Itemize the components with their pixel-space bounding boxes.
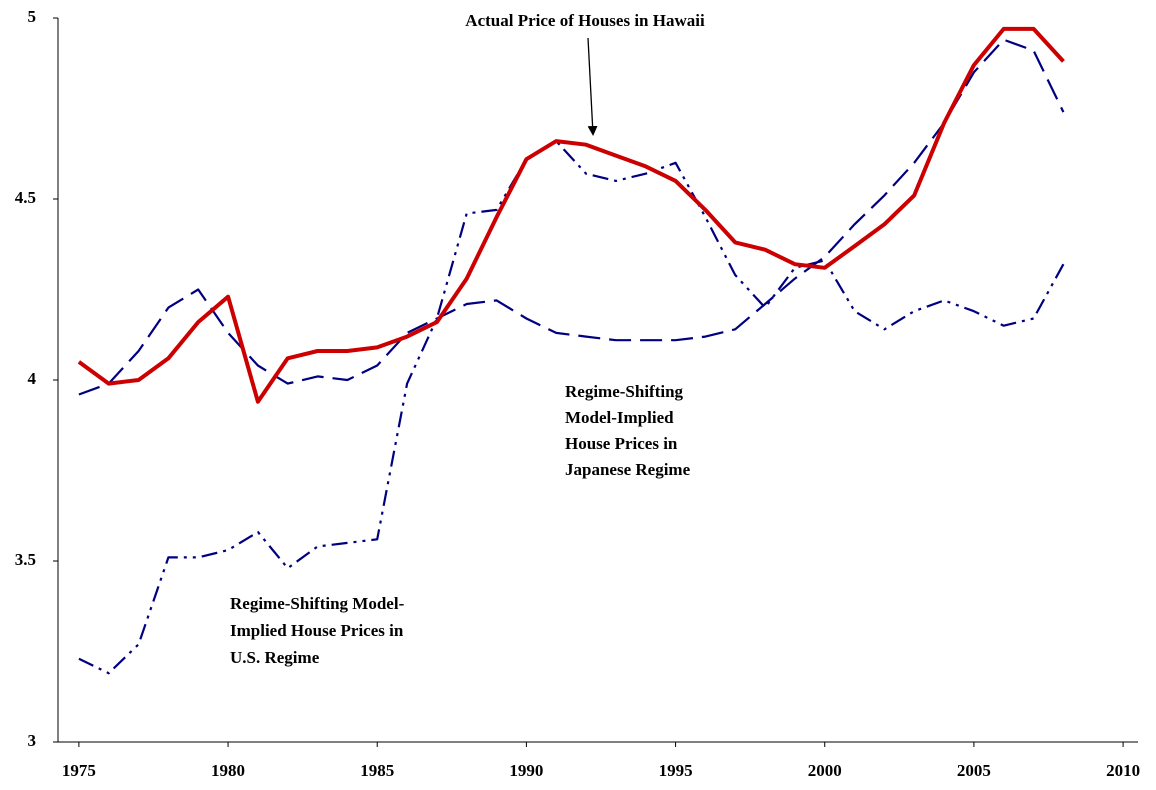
- annotation: Regime-Shifting Model-: [230, 594, 405, 613]
- annotation: Japanese Regime: [565, 460, 691, 479]
- x-tick-label: 2010: [1106, 761, 1140, 780]
- annotation: House Prices in: [565, 434, 678, 453]
- x-tick-label: 2005: [957, 761, 991, 780]
- series-line: [78, 38, 1065, 396]
- annotation-arrow: [587, 37, 598, 136]
- x-tick-label: 1990: [509, 761, 543, 780]
- x-tick-label: 1995: [659, 761, 693, 780]
- series-line: [77, 26, 1065, 404]
- x-tick-label: 2000: [808, 761, 842, 780]
- series-line: [78, 140, 1065, 675]
- annotation: U.S. Regime: [230, 648, 320, 667]
- annotation: Model-Implied: [565, 408, 674, 427]
- x-tick-label: 1985: [360, 761, 394, 780]
- y-tick-label: 4: [28, 369, 37, 388]
- y-tick-label: 5: [28, 7, 37, 26]
- annotation: Actual Price of Houses in Hawaii: [465, 11, 705, 30]
- x-tick-label: 1975: [62, 761, 96, 780]
- annotation: Regime-Shifting: [565, 382, 684, 401]
- y-tick-label: 3: [28, 731, 37, 750]
- y-tick-label: 3.5: [15, 550, 36, 569]
- annotation: Implied House Prices in: [230, 621, 404, 640]
- y-tick-label: 4.5: [15, 188, 36, 207]
- x-tick-label: 1980: [211, 761, 245, 780]
